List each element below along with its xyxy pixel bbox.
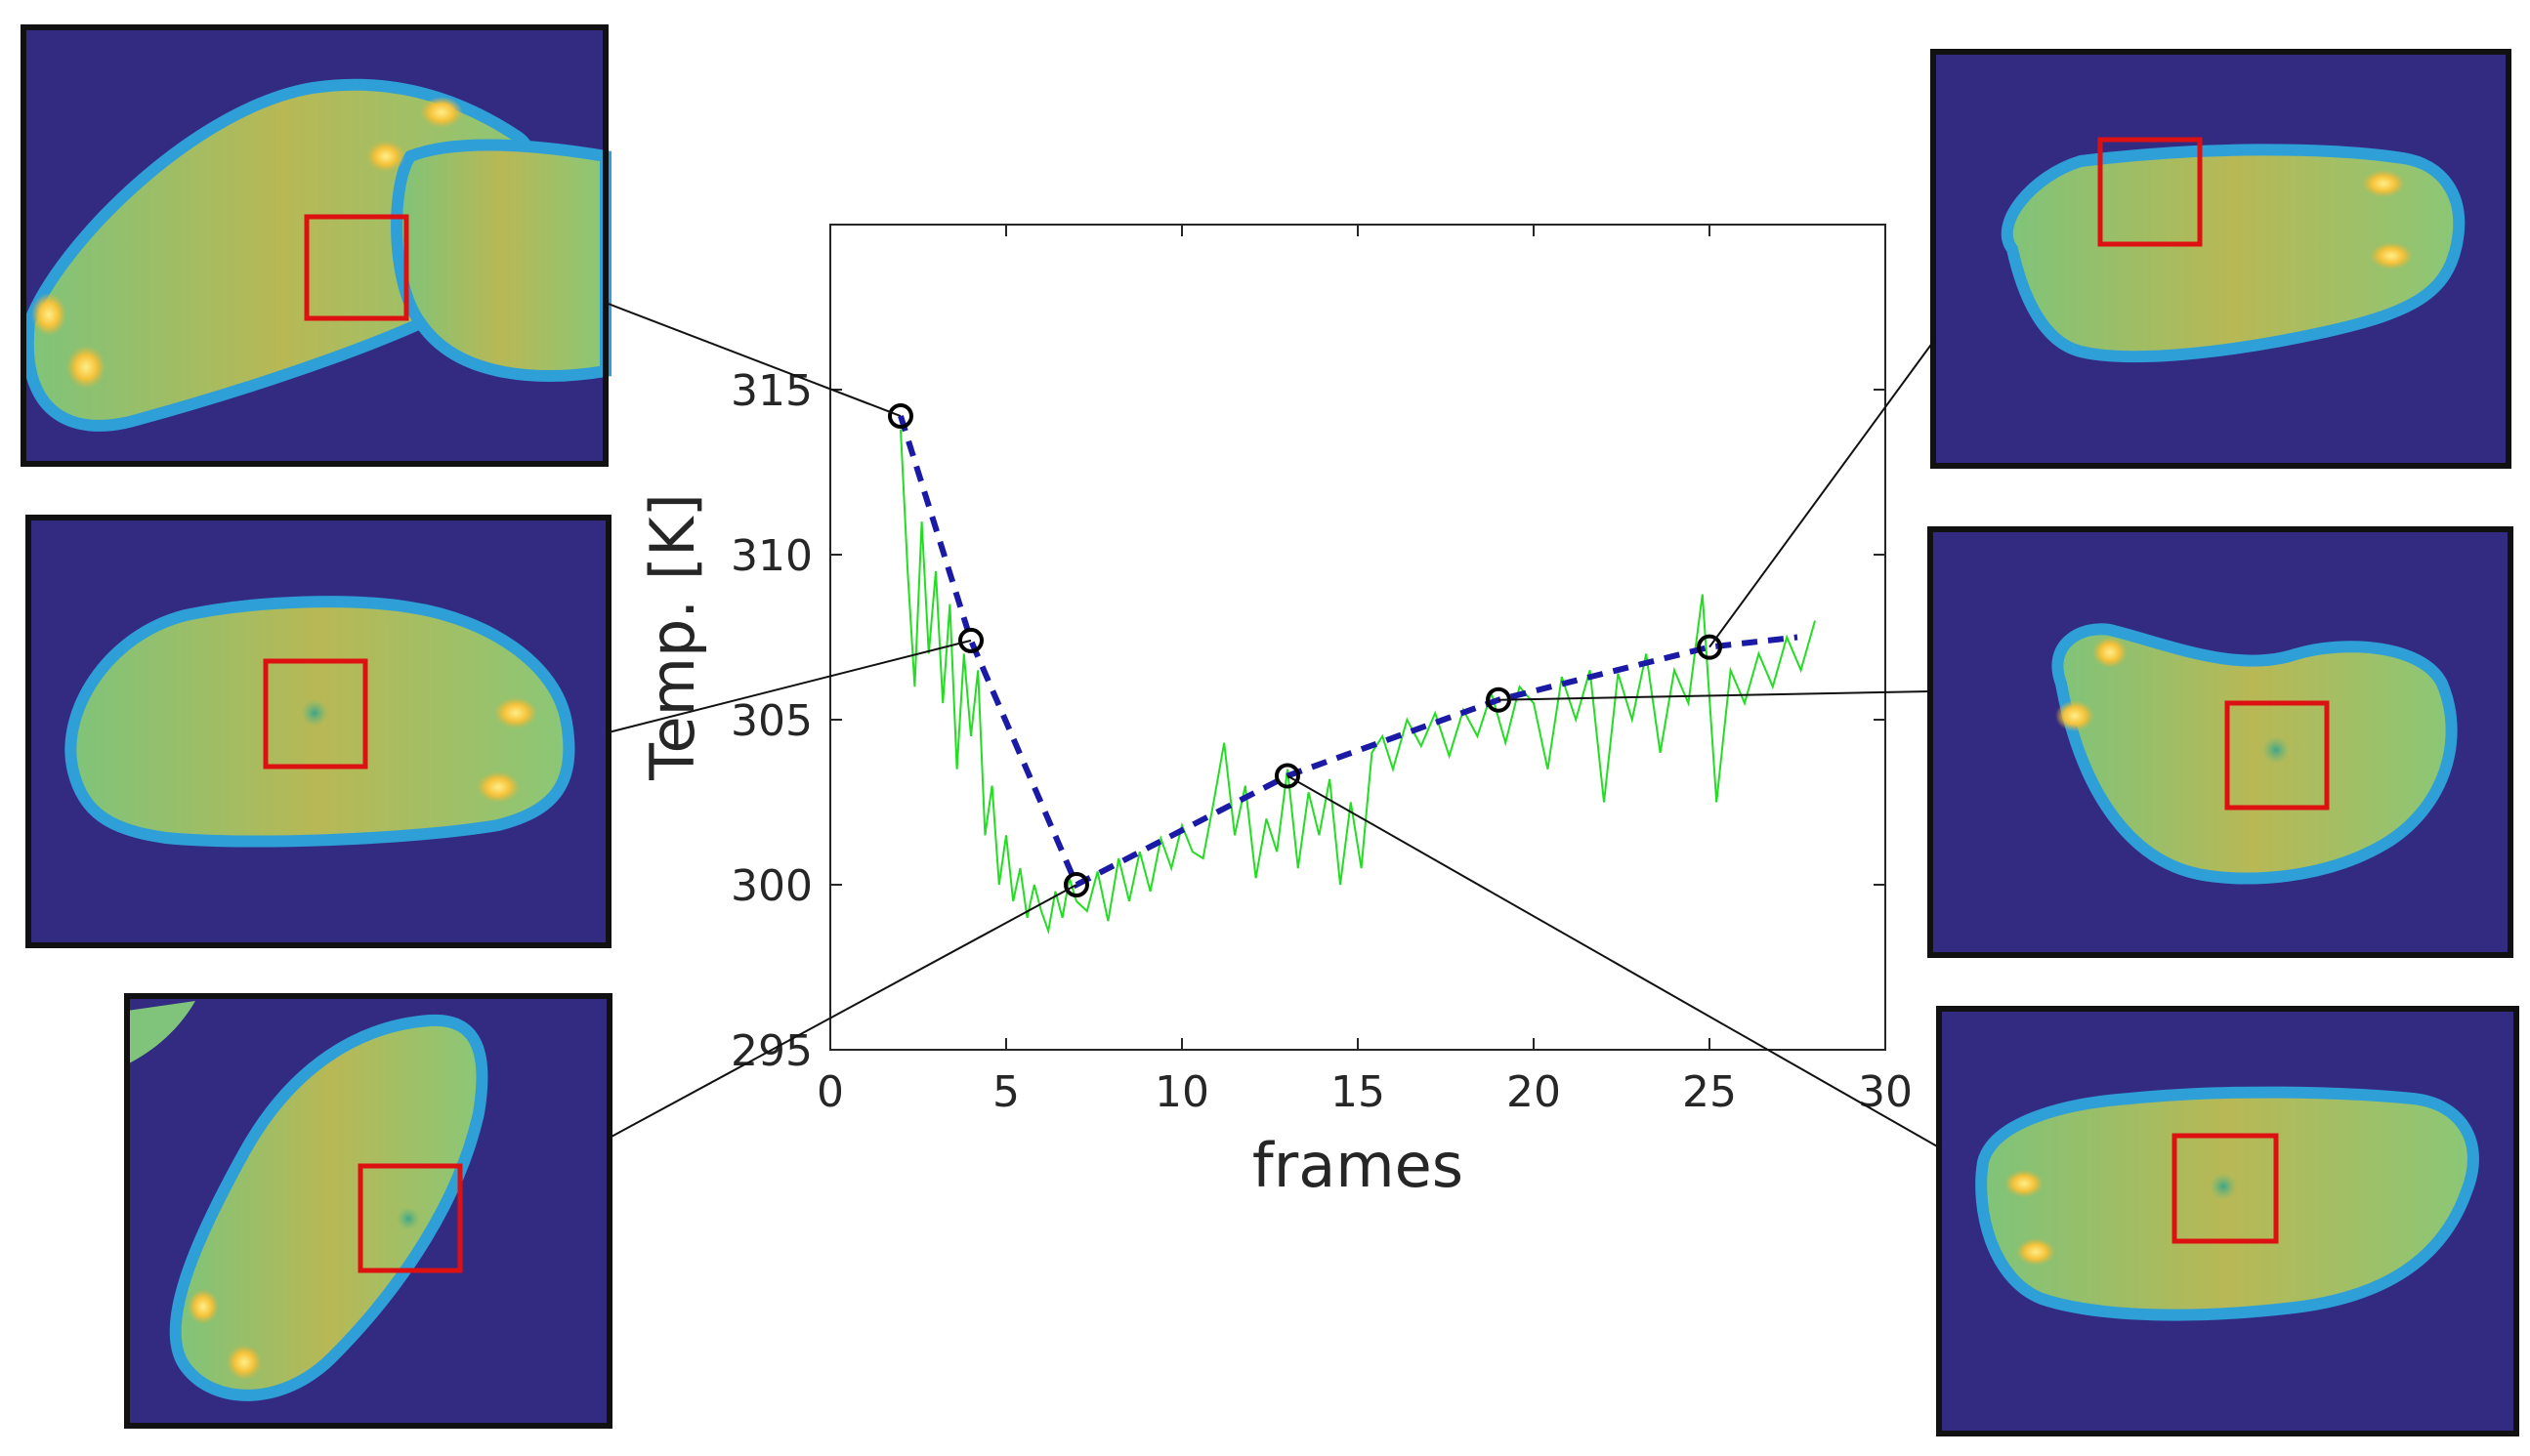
data-marker — [1697, 634, 1722, 660]
y-tick-label: 305 — [731, 696, 813, 746]
connector-line — [605, 302, 902, 417]
connector-line — [609, 884, 1077, 1139]
inset-top-left — [21, 24, 611, 467]
connector-line — [1286, 774, 1940, 1148]
roi-box — [2172, 1133, 2279, 1244]
data-marker — [888, 403, 913, 430]
thermal-insets — [21, 24, 2519, 1436]
roi-box — [2097, 137, 2203, 247]
series-line-1 — [900, 429, 1816, 936]
x-tick-label: 5 — [992, 1067, 1020, 1117]
x-tick-label: 25 — [1682, 1067, 1737, 1117]
connector-lines — [605, 302, 1940, 1148]
x-tick-label: 15 — [1330, 1067, 1385, 1117]
connector-line — [1708, 341, 1934, 648]
data-marker — [1064, 872, 1089, 897]
data-markers — [888, 403, 1722, 897]
inset-top-right — [1930, 49, 2511, 469]
x-tick-label: 30 — [1858, 1067, 1913, 1117]
x-tick-label: 20 — [1506, 1067, 1561, 1117]
x-tick-label: 0 — [817, 1067, 844, 1117]
connector-line — [608, 639, 972, 733]
x-tick-label: 10 — [1155, 1067, 1209, 1117]
y-axis-title: Temp. [K] — [637, 493, 708, 781]
roi-box — [358, 1163, 463, 1273]
y-tick-label: 315 — [731, 366, 813, 416]
inset-middle-left — [25, 515, 611, 948]
x-axis-title: frames — [1252, 1130, 1463, 1201]
inset-bottom-right — [1936, 1006, 2519, 1436]
roi-box — [263, 658, 368, 770]
connector-line — [1497, 690, 1931, 701]
inset-bottom-left — [124, 993, 612, 1429]
inset-middle-right — [1927, 526, 2513, 958]
data-marker — [958, 627, 984, 653]
axes-box — [829, 224, 1886, 1051]
data-marker — [1275, 763, 1300, 789]
roi-box — [2224, 700, 2330, 811]
y-tick-label: 300 — [731, 861, 813, 911]
y-tick-label: 310 — [731, 531, 813, 581]
roi-box — [304, 214, 409, 321]
